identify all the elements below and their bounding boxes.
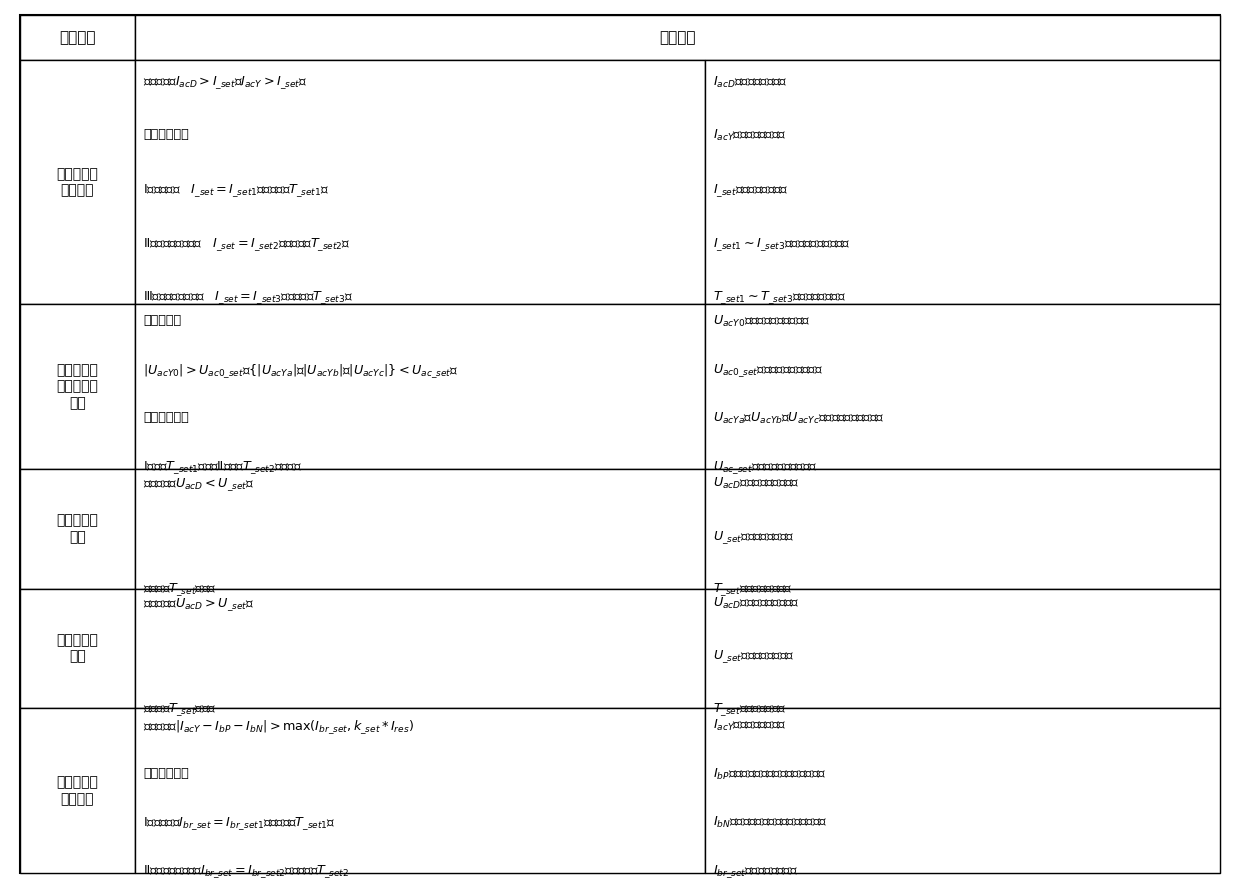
- Bar: [706, 469, 1220, 589]
- Text: 保护原理: 保护原理: [660, 30, 696, 45]
- Bar: [20, 15, 135, 59]
- Text: 交流低电压
保护: 交流低电压 保护: [57, 513, 98, 544]
- Text: $U_{ac\_set}$：单相电压动作门槛值: $U_{ac\_set}$：单相电压动作门槛值: [713, 459, 817, 476]
- Text: 动作判据：$U_{acD}>U_{\_set}$；: 动作判据：$U_{acD}>U_{\_set}$；: [143, 596, 254, 613]
- Text: $U_{\_set}$：电压动作门槛值: $U_{\_set}$：电压动作门槛值: [713, 648, 794, 665]
- Bar: [135, 305, 706, 469]
- Text: Ⅱ段低定值动作段：$I_{br\_set}=I_{br\_set2}$，动作延时$T_{\_set2}$: Ⅱ段低定值动作段：$I_{br\_set}=I_{br\_set2}$，动作延时…: [143, 863, 350, 880]
- Text: $I_{bP}$：桥臂电抗器阀侧上桥臂电流值；: $I_{bP}$：桥臂电抗器阀侧上桥臂电流值；: [713, 766, 826, 781]
- Bar: [135, 589, 706, 709]
- Text: $U_{acYa}$、$U_{acYb}$、$U_{acYc}$：联接变阀侧单相电压: $U_{acYa}$、$U_{acYb}$、$U_{acYc}$：联接变阀侧单相…: [713, 411, 884, 426]
- Bar: [706, 589, 1220, 709]
- Text: 保护分两段：: 保护分两段：: [143, 411, 188, 424]
- Bar: [20, 709, 135, 873]
- Bar: [20, 469, 135, 589]
- Text: 动作判据：: 动作判据：: [143, 314, 181, 327]
- Text: $U_{ac0\_set}$：零序电压动作门槛值: $U_{ac0\_set}$：零序电压动作门槛值: [713, 362, 823, 379]
- Text: Ⅰ段告警段：$I_{br\_set}=I_{br\_set1}$，告警延时$T_{\_set1}$；: Ⅰ段告警段：$I_{br\_set}=I_{br\_set1}$，告警延时$T_…: [143, 815, 336, 831]
- Bar: [135, 469, 706, 589]
- Text: 保护分三段：: 保护分三段：: [143, 129, 188, 141]
- Text: 保护名称: 保护名称: [60, 30, 95, 45]
- Text: 交流过电压
保护: 交流过电压 保护: [57, 633, 98, 663]
- Text: $T_{\_set1}\sim T_{\_set3}$：各段延时时间；: $T_{\_set1}\sim T_{\_set3}$：各段延时时间；: [713, 289, 846, 306]
- Text: 保护延时$T_{\_set}$动作；: 保护延时$T_{\_set}$动作；: [143, 702, 217, 718]
- Text: $I_{bN}$：桥臂电抗器阀侧下桥臂电流值；: $I_{bN}$：桥臂电抗器阀侧下桥臂电流值；: [713, 815, 827, 830]
- Text: $U_{\_set}$：电压动作门槛值: $U_{\_set}$：电压动作门槛值: [713, 528, 794, 545]
- Text: Ⅱ段低定值动作段：   $I_{\_set}=I_{\_set2}$，动作延时$T_{\_set2}$；: Ⅱ段低定值动作段： $I_{\_set}=I_{\_set2}$，动作延时$T_…: [143, 236, 351, 252]
- Text: Ⅲ段高定值动作段：   $I_{\_set}=I_{\_set3}$，动作延时$T_{\_set3}$；: Ⅲ段高定值动作段： $I_{\_set}=I_{\_set3}$，动作延时$T_…: [143, 289, 353, 306]
- Text: $I_{br\_set}$：差动电流门槛值: $I_{br\_set}$：差动电流门槛值: [713, 863, 797, 880]
- Text: 保护分三段：: 保护分三段：: [143, 766, 188, 780]
- Text: 动作判据：$I_{acD}>I_{\_set}$或$I_{acY}>I_{\_set}$；: 动作判据：$I_{acD}>I_{\_set}$或$I_{acY}>I_{\_s…: [143, 75, 308, 91]
- Text: 保护延时$T_{\_set}$动作；: 保护延时$T_{\_set}$动作；: [143, 582, 217, 599]
- Bar: [135, 15, 1220, 59]
- Text: $U_{acD}$：联接变网侧线电压: $U_{acD}$：联接变网侧线电压: [713, 596, 800, 611]
- Text: 联接变压器
过流保护: 联接变压器 过流保护: [57, 167, 98, 197]
- Bar: [20, 305, 135, 469]
- Text: $|U_{acY0}|>U_{ac0\_set}$且$\{|U_{acYa}|$或$|U_{acYb}|$或$|U_{acYc}|\}<U_{ac\_set}$: $|U_{acY0}|>U_{ac0\_set}$且$\{|U_{acYa}|$…: [143, 362, 459, 380]
- Text: Ⅰ段延时$T_{\_set1}$告警；Ⅱ段延时$T_{\_set2}$动作段；: Ⅰ段延时$T_{\_set1}$告警；Ⅱ段延时$T_{\_set2}$动作段；: [143, 459, 303, 476]
- Bar: [20, 589, 135, 709]
- Text: $U_{acD}$：联接变网侧线电压: $U_{acD}$：联接变网侧线电压: [713, 476, 800, 491]
- Text: $T_{\_set}$：保护延时时间: $T_{\_set}$：保护延时时间: [713, 702, 786, 718]
- Text: $I_{\_set}$：电流动作门槛值: $I_{\_set}$：电流动作门槛值: [713, 182, 789, 199]
- Text: 动作判据：$|I_{acY}-I_{bP}-I_{bN}|>\max(I_{br\_set},k_{\_set}*I_{res})$: 动作判据：$|I_{acY}-I_{bP}-I_{bN}|>\max(I_{br…: [143, 718, 414, 736]
- Text: 动作判据：$U_{acD}<U_{\_set}$；: 动作判据：$U_{acD}<U_{\_set}$；: [143, 476, 254, 493]
- Bar: [706, 709, 1220, 873]
- Text: $T_{\_set}$：保护延时时间；: $T_{\_set}$：保护延时时间；: [713, 582, 792, 599]
- Bar: [135, 709, 706, 873]
- Bar: [706, 59, 1220, 305]
- Text: $I_{\_set1}\sim I_{\_set3}$：各段电流动作门槛值: $I_{\_set1}\sim I_{\_set3}$：各段电流动作门槛值: [713, 236, 851, 252]
- Bar: [20, 59, 135, 305]
- Text: $U_{acY0}$：联接变阀侧零序电压: $U_{acY0}$：联接变阀侧零序电压: [713, 314, 810, 329]
- Text: Ⅰ段告警段：   $I_{\_set}=I_{\_set1}$，告警延时$T_{\_set1}$；: Ⅰ段告警段： $I_{\_set}=I_{\_set1}$，告警延时$T_{\_…: [143, 182, 329, 199]
- Text: $I_{acY}$：联接变阀侧电流: $I_{acY}$：联接变阀侧电流: [713, 129, 786, 144]
- Text: $I_{acD}$：联接变网侧电流: $I_{acD}$：联接变网侧电流: [713, 75, 787, 90]
- Text: 桥臂电抗器
差动保护: 桥臂电抗器 差动保护: [57, 775, 98, 805]
- Text: 交流阀侧连
接母线接地
保护: 交流阀侧连 接母线接地 保护: [57, 363, 98, 410]
- Bar: [706, 305, 1220, 469]
- Bar: [135, 59, 706, 305]
- Text: $I_{acY}$：联接变阀侧电流: $I_{acY}$：联接变阀侧电流: [713, 718, 786, 733]
